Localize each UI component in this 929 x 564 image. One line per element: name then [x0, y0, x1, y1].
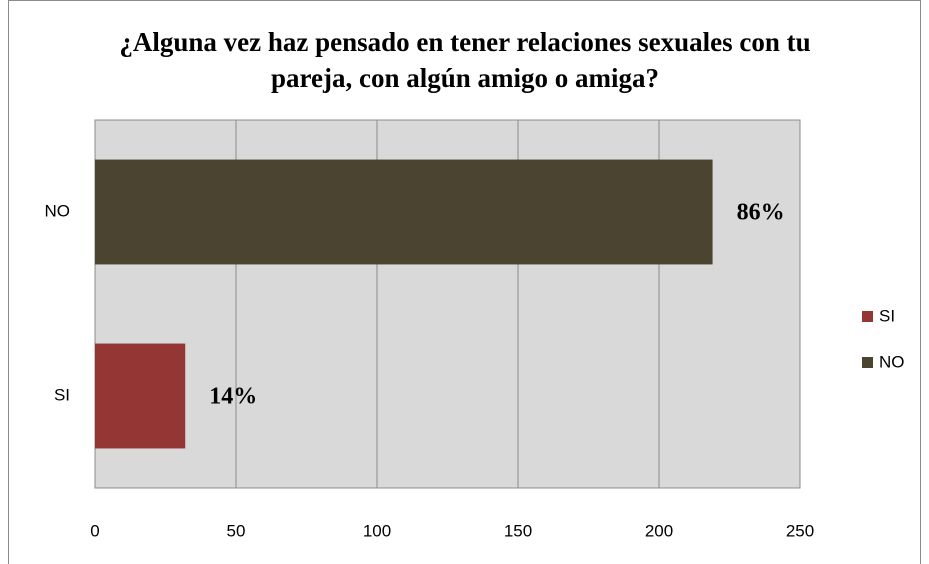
- bar: [95, 343, 186, 449]
- x-tick-label: 150: [504, 521, 532, 540]
- x-tick-label: 0: [90, 521, 99, 540]
- value-label: 14%: [209, 384, 257, 410]
- x-tick-label: 250: [786, 521, 814, 540]
- x-tick-label: 50: [227, 521, 246, 540]
- legend-swatch: [862, 357, 873, 368]
- value-label: 86%: [737, 200, 785, 226]
- x-tick-label: 100: [363, 521, 391, 540]
- legend-label: NO: [879, 352, 905, 371]
- y-tick-label: SI: [54, 385, 70, 404]
- chart-title: ¿Alguna vez haz pensado en tener relacio…: [119, 27, 811, 93]
- legend-swatch: [862, 311, 873, 322]
- bar: [95, 159, 713, 265]
- x-tick-label: 200: [645, 521, 673, 540]
- chart-border: [8, 0, 921, 564]
- y-tick-label: NO: [45, 201, 71, 220]
- legend-label: SI: [879, 306, 895, 325]
